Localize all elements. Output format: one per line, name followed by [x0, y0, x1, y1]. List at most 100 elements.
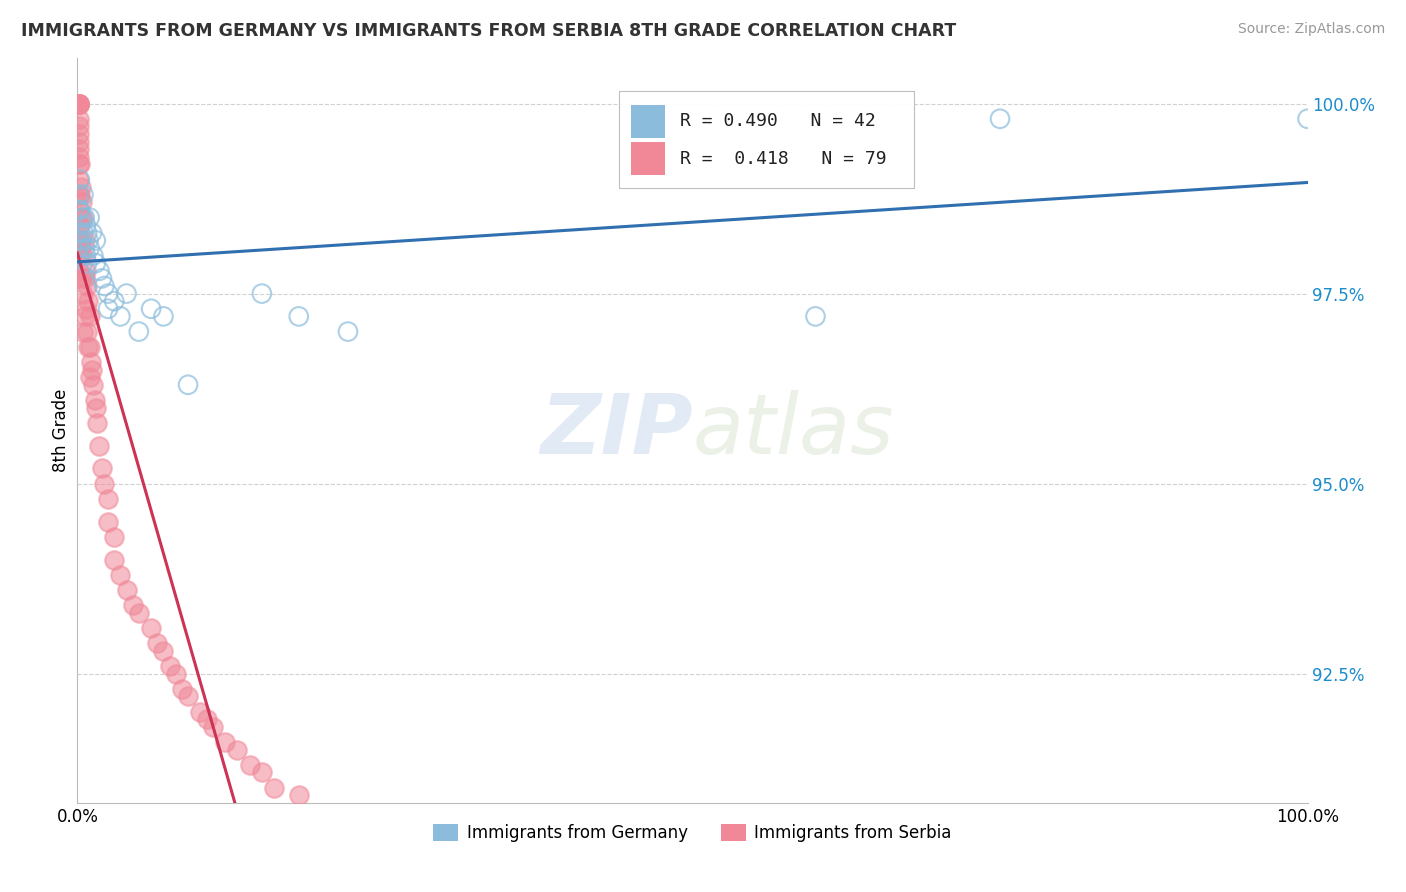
Point: [152, 310, 174, 324]
Point: [79, 310, 101, 324]
Point: [70, 271, 93, 285]
Point: [67, 96, 90, 111]
Point: [239, 757, 262, 772]
Point: [67, 249, 90, 263]
Point: [67, 202, 90, 217]
Point: [70, 233, 93, 247]
Point: [72, 187, 94, 202]
Point: [70, 211, 93, 225]
Point: [170, 681, 193, 696]
Point: [201, 720, 224, 734]
Text: atlas: atlas: [693, 390, 894, 471]
Point: [67, 150, 90, 164]
Point: [67, 187, 90, 202]
Point: [77, 233, 100, 247]
Point: [67, 249, 90, 263]
Point: [141, 621, 163, 635]
Point: [79, 241, 101, 255]
Point: [73, 310, 96, 324]
Point: [70, 211, 93, 225]
Point: [97, 301, 120, 316]
Point: [75, 301, 97, 316]
Point: [804, 310, 827, 324]
Point: [188, 705, 212, 719]
Point: [84, 233, 107, 247]
Point: [97, 286, 120, 301]
Point: [146, 636, 169, 650]
Point: [82, 377, 104, 392]
Point: [67, 233, 90, 247]
Point: [67, 142, 90, 156]
Point: [79, 211, 101, 225]
Point: [77, 340, 100, 354]
Point: [988, 112, 1011, 126]
Legend: Immigrants from Germany, Immigrants from Serbia: Immigrants from Germany, Immigrants from…: [425, 815, 960, 850]
Point: [103, 552, 125, 566]
Point: [110, 310, 132, 324]
FancyBboxPatch shape: [631, 104, 665, 138]
Point: [82, 249, 104, 263]
Point: [73, 271, 96, 285]
Point: [77, 294, 100, 309]
Point: [67, 226, 90, 240]
Point: [159, 659, 181, 673]
Point: [67, 202, 90, 217]
Point: [70, 195, 93, 210]
Point: [79, 340, 101, 354]
Point: [72, 249, 94, 263]
Point: [69, 187, 91, 202]
Point: [76, 325, 98, 339]
FancyBboxPatch shape: [619, 92, 914, 188]
Point: [72, 226, 94, 240]
Point: [67, 96, 90, 111]
Point: [177, 690, 200, 704]
Point: [67, 127, 90, 141]
Point: [83, 392, 105, 407]
Point: [80, 355, 103, 369]
Point: [84, 401, 107, 415]
Point: [76, 226, 98, 240]
Point: [263, 780, 285, 795]
Point: [82, 362, 104, 376]
Point: [70, 241, 93, 255]
Point: [69, 218, 91, 232]
Point: [110, 567, 132, 582]
Point: [69, 249, 91, 263]
Point: [177, 377, 200, 392]
Point: [226, 742, 249, 756]
Point: [165, 666, 187, 681]
Point: [67, 96, 90, 111]
Point: [89, 264, 111, 278]
Point: [89, 439, 111, 453]
Point: [67, 218, 90, 232]
Point: [75, 218, 97, 232]
Point: [70, 233, 93, 247]
Point: [90, 461, 114, 475]
Point: [73, 211, 96, 225]
Point: [93, 476, 115, 491]
Point: [250, 286, 273, 301]
Point: [93, 279, 115, 293]
Y-axis label: 8th Grade: 8th Grade: [52, 389, 70, 472]
Point: [103, 294, 125, 309]
Point: [67, 135, 90, 149]
Text: IMMIGRANTS FROM GERMANY VS IMMIGRANTS FROM SERBIA 8TH GRADE CORRELATION CHART: IMMIGRANTS FROM GERMANY VS IMMIGRANTS FR…: [21, 22, 956, 40]
Point: [288, 310, 311, 324]
Point: [97, 491, 120, 506]
Point: [67, 187, 90, 202]
Point: [84, 256, 107, 270]
Point: [67, 96, 90, 111]
Point: [67, 264, 90, 278]
Point: [90, 271, 114, 285]
Point: [115, 582, 138, 597]
Point: [195, 712, 218, 726]
Point: [79, 370, 101, 384]
Text: Source: ZipAtlas.com: Source: ZipAtlas.com: [1237, 22, 1385, 37]
Point: [337, 325, 360, 339]
Point: [67, 120, 90, 134]
Point: [72, 286, 94, 301]
Point: [128, 606, 150, 620]
Point: [288, 788, 311, 802]
Point: [141, 301, 163, 316]
Point: [70, 180, 93, 194]
